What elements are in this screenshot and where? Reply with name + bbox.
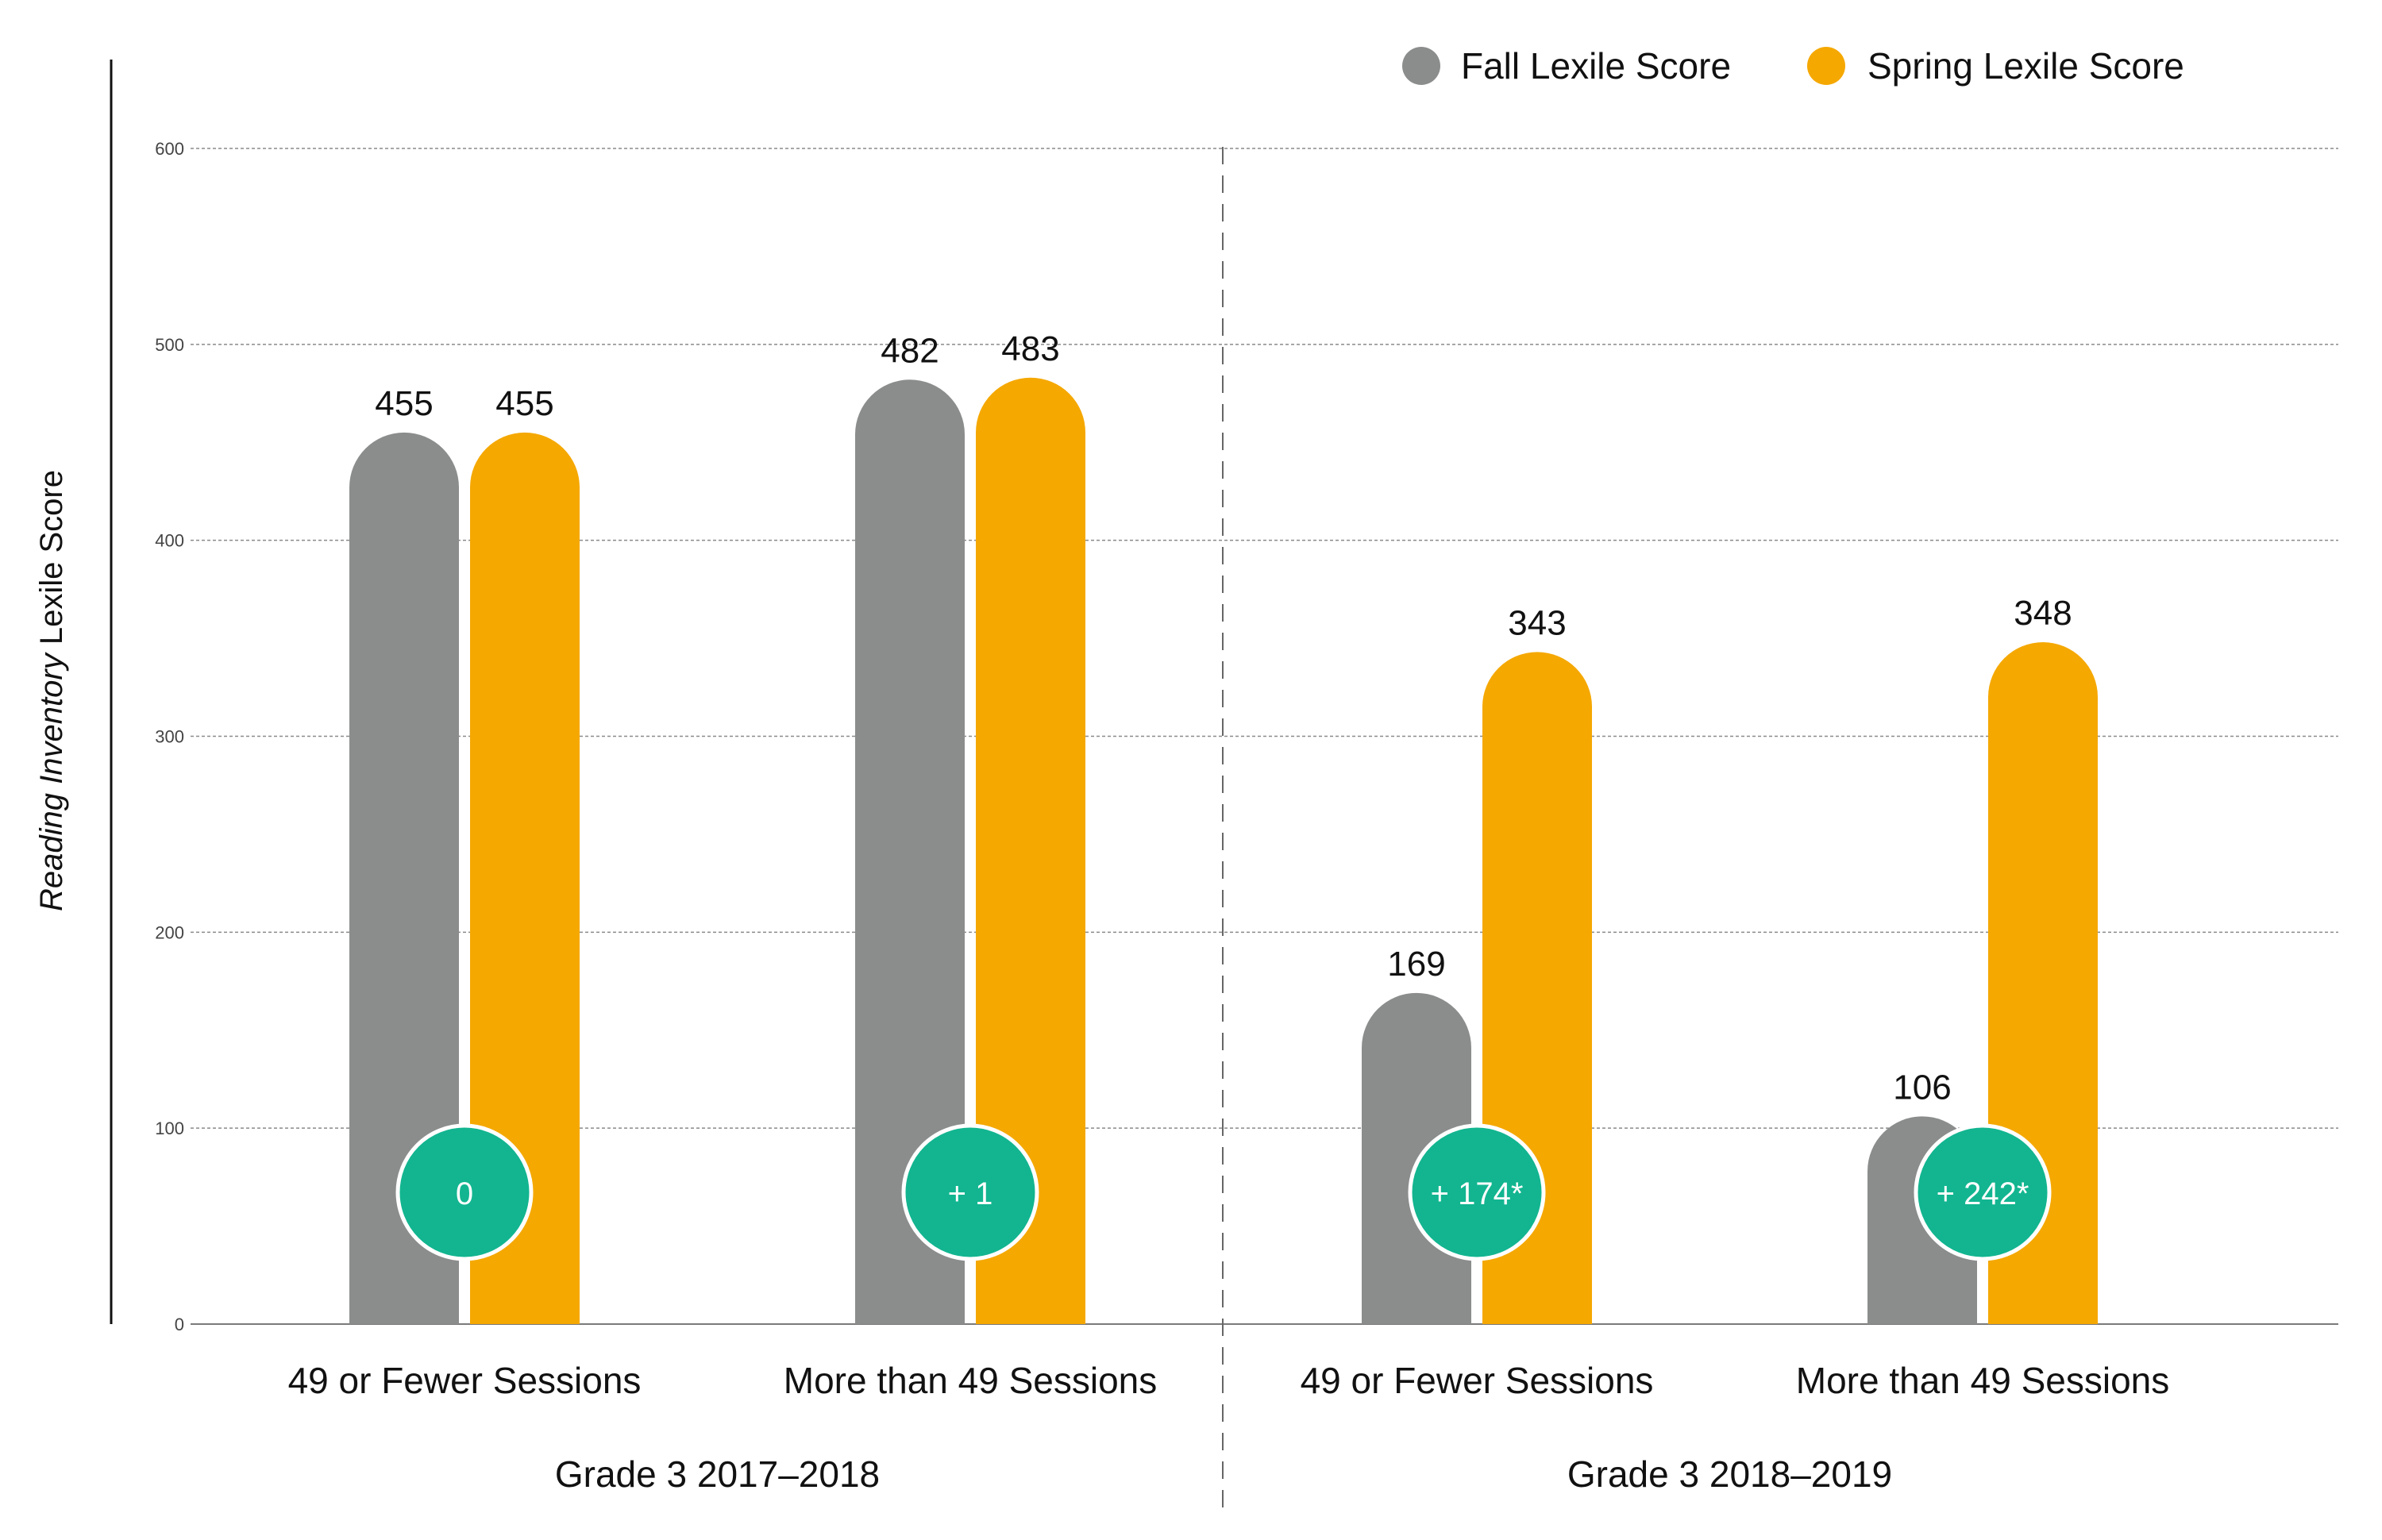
value-label-fall: 482 [881, 331, 939, 370]
legend-spring-label: Spring Lexile Score [1867, 45, 2184, 87]
change-badge [1914, 1123, 2052, 1261]
category-label: More than 49 Sessions [784, 1360, 1158, 1401]
category-label: 49 or Fewer Sessions [1301, 1360, 1654, 1401]
y-axis-label-spacer [34, 645, 69, 653]
y-axis-label-italic: Reading Inventory [34, 651, 69, 911]
category-label: More than 49 Sessions [1796, 1360, 2170, 1401]
y-tick-label: 400 [155, 531, 184, 551]
value-label-fall: 455 [375, 384, 433, 423]
value-label-fall: 169 [1387, 945, 1445, 984]
change-badge-label: + 242* [1937, 1176, 2029, 1211]
change-badge-label: 0 [456, 1176, 473, 1211]
legend-fall-label: Fall Lexile Score [1461, 45, 1731, 87]
y-tick-label: 0 [175, 1315, 184, 1334]
change-badges: 0 + 1 + 174* + 242* [395, 1123, 2052, 1261]
bar-fall [855, 379, 965, 1325]
labels: 0 100 200 300 400 500 600 455 455 49 or Fewer Ses… [155, 139, 2169, 1495]
value-label-spring: 348 [2014, 594, 2072, 633]
value-label-spring: 455 [495, 384, 553, 423]
bar-spring [470, 432, 580, 1324]
y-tick-label: 200 [155, 922, 184, 942]
value-label-fall: 106 [1893, 1068, 1951, 1107]
change-badge-label: + 174* [1431, 1176, 1524, 1211]
y-tick-label: 100 [155, 1118, 184, 1138]
change-badge [1408, 1123, 1546, 1261]
y-tick-label: 500 [155, 335, 184, 355]
change-badge-label: + 1 [948, 1176, 993, 1211]
y-axis-label: Reading Inventory Lexile Score [34, 470, 69, 911]
bar-spring [976, 377, 1085, 1324]
y-tick-label: 300 [155, 727, 184, 747]
legend: Fall Lexile Score Spring Lexile Score [1402, 45, 2184, 87]
value-label-spring: 483 [1001, 329, 1059, 368]
change-badge [395, 1123, 534, 1261]
legend-fall-swatch [1402, 47, 1440, 85]
category-label: 49 or Fewer Sessions [288, 1360, 642, 1401]
change-badge [901, 1123, 1039, 1261]
y-tick-label: 600 [155, 139, 184, 159]
bar-fall [349, 432, 459, 1324]
group-label: Grade 3 2018–2019 [1567, 1453, 1892, 1495]
group-label: Grade 3 2017–2018 [555, 1453, 880, 1495]
value-label-spring: 343 [1508, 603, 1566, 642]
legend-spring-swatch [1807, 47, 1845, 85]
y-axis-label-rest: Lexile Score [34, 470, 69, 645]
